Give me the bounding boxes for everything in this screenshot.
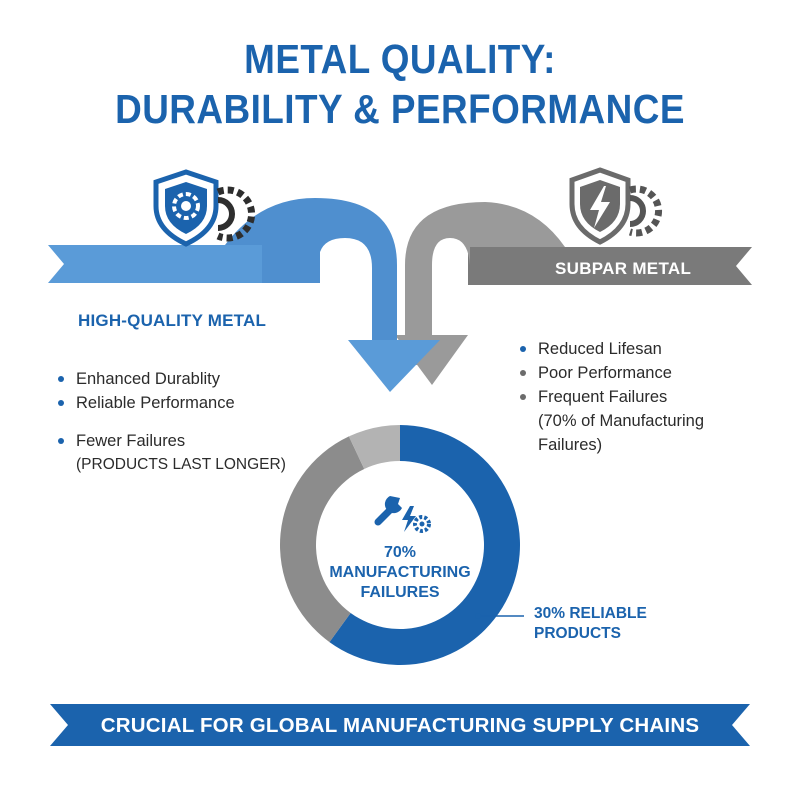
high-quality-heading: HIGH-QUALITY METAL <box>78 311 267 330</box>
list-item: Reduced Lifesan <box>520 337 704 361</box>
bullet-dot <box>58 438 64 444</box>
donut-slice-2 <box>348 425 400 469</box>
high-quality-arrow <box>225 198 440 392</box>
bullet-text: Frequent Failures <box>538 388 668 406</box>
bullet-text: Enhanced Durablity <box>76 370 221 388</box>
page-title: METAL QUALITY: DURABILITY & PERFORMANCE <box>0 34 800 134</box>
reliable-label-line-1: 30% RELIABLE <box>534 605 647 622</box>
subpar-bullet-list: Reduced Lifesan Poor Performance Frequen… <box>520 337 704 457</box>
high-quality-bullet-list: Enhanced Durablity Reliable Performance … <box>58 367 286 477</box>
bullet-text: Poor Performance <box>538 364 672 382</box>
title-line-1: METAL QUALITY: <box>244 36 556 82</box>
list-item: Poor Performance <box>520 361 704 385</box>
failure-donut-chart <box>280 424 521 665</box>
subpar-heading: SUBPAR METAL <box>555 259 692 278</box>
high-quality-ribbon <box>48 245 262 283</box>
bullet-text: Reliable Performance <box>76 394 235 412</box>
bullet-dot <box>520 370 526 376</box>
footer-banner <box>50 704 750 746</box>
bullet-subtext: (70% of Manufacturing <box>538 412 705 430</box>
center-label-line-1: 70% <box>383 544 417 561</box>
reliable-products-label: 30% RELIABLE PRODUCTS <box>534 604 647 644</box>
center-label-line-2: MANUFACTURING <box>329 564 471 581</box>
bullet-dot <box>520 346 526 352</box>
footer-text: CRUCIAL FOR GLOBAL MANUFACTURING SUPPLY … <box>100 714 700 737</box>
reliable-callout-dot <box>475 613 481 619</box>
wrench-lightning-gear-icon <box>374 496 431 533</box>
donut-slice-1 <box>280 436 365 643</box>
list-item: Fewer Failures (PRODUCTS LAST LONGER) <box>58 429 286 477</box>
list-item: Frequent Failures (70% of Manufacturing … <box>520 385 704 457</box>
bullet-dot <box>520 394 526 400</box>
bullet-dot <box>58 400 64 406</box>
list-item: Enhanced Durablity <box>58 367 286 391</box>
bullet-text: Reduced Lifesan <box>538 340 662 358</box>
list-item: Reliable Performance <box>58 391 286 415</box>
reliable-label-line-2: PRODUCTS <box>534 625 621 642</box>
bullet-dot <box>58 376 64 382</box>
subpar-ribbon <box>468 247 752 285</box>
center-label-line-3: FAILURES <box>360 584 440 601</box>
shield-lightning-gear-icon <box>569 167 663 245</box>
donut-center-label: 70% MANUFACTURING FAILURES <box>320 543 480 603</box>
shield-gear-icon <box>153 169 256 247</box>
title-line-2: DURABILITY & PERFORMANCE <box>115 86 685 132</box>
bullet-subtext: (PRODUCTS LAST LONGER) <box>76 456 286 473</box>
donut-slice-0 <box>329 424 521 665</box>
bullet-text: Fewer Failures <box>76 432 186 450</box>
bullet-subtext: Failures) <box>538 436 603 454</box>
